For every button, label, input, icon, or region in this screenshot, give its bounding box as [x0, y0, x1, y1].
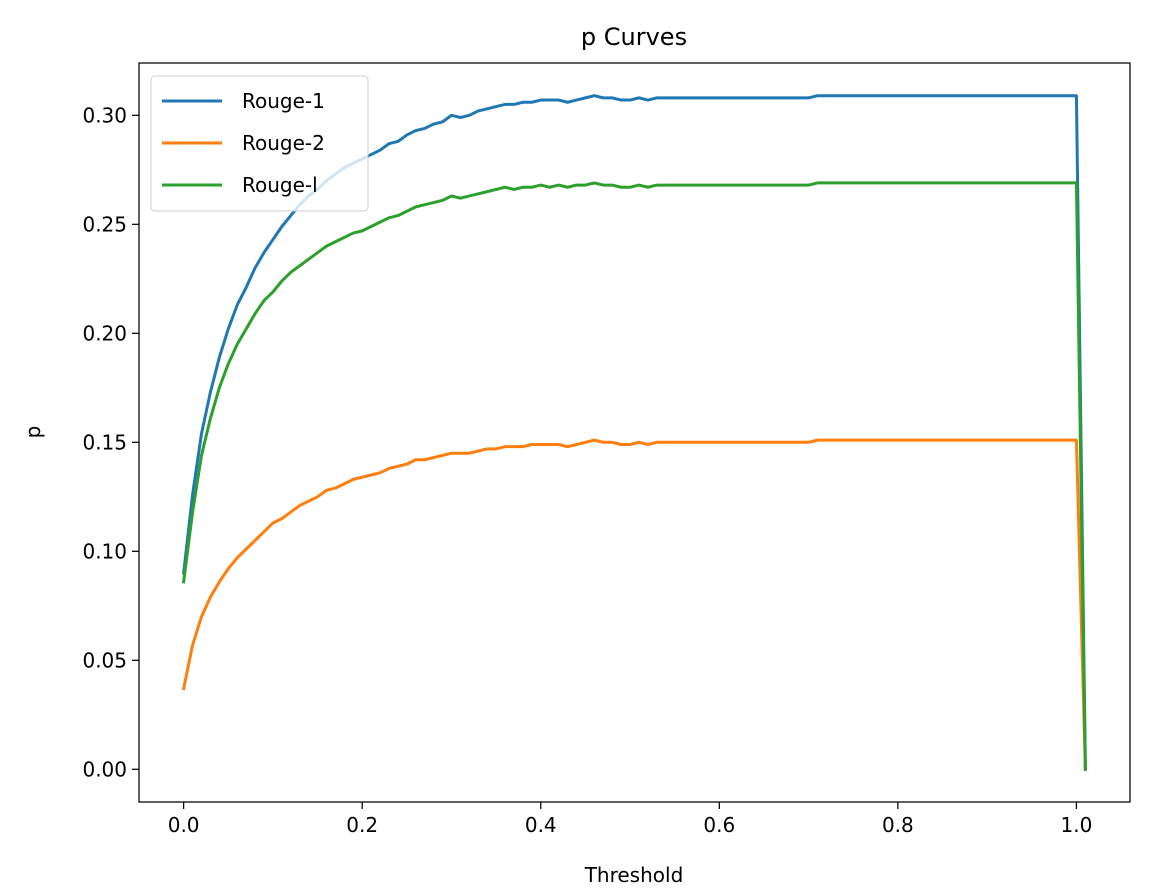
y-tick-label: 0.05: [82, 648, 127, 672]
y-tick-label: 0.10: [82, 539, 127, 563]
legend-label-2: Rouge-2: [242, 131, 325, 155]
x-axis-ticks: 0.0 0.2 0.4 0.6 0.8 1.0: [168, 802, 1093, 837]
axes-frame: [138, 62, 1131, 803]
legend-items: Rouge-1 Rouge-2 Rouge-l: [162, 89, 325, 197]
y-tick-label: 0.30: [82, 103, 127, 127]
x-tick-label: 0.4: [525, 813, 557, 837]
x-tick-label: 0.6: [703, 813, 735, 837]
y-tick-label: 0.25: [82, 212, 127, 236]
x-tick-label: 0.8: [882, 813, 914, 837]
legend-label-1: Rouge-1: [242, 89, 325, 113]
x-tick-label: 0.2: [346, 813, 378, 837]
series-line-3: [181, 181, 1087, 771]
x-tick-label: 1.0: [1061, 813, 1093, 837]
legend-label-3: Rouge-l: [242, 173, 318, 197]
series-line-2: [181, 438, 1087, 771]
chart-title: p Curves: [581, 23, 687, 51]
series-layer: [181, 94, 1087, 771]
x-axis-label: Threshold: [584, 863, 684, 887]
legend: Rouge-1 Rouge-2 Rouge-l: [150, 75, 369, 212]
y-axis-label: p: [21, 426, 45, 439]
y-tick-label: 0.15: [82, 430, 127, 454]
y-tick-label: 0.00: [82, 757, 127, 781]
x-tick-label: 0.0: [168, 813, 200, 837]
y-axis-ticks: 0.00 0.05 0.10 0.15 0.20 0.25 0.30: [82, 103, 139, 781]
legend-box: [150, 75, 369, 212]
series-line-1: [181, 94, 1087, 771]
y-tick-label: 0.20: [82, 321, 127, 345]
